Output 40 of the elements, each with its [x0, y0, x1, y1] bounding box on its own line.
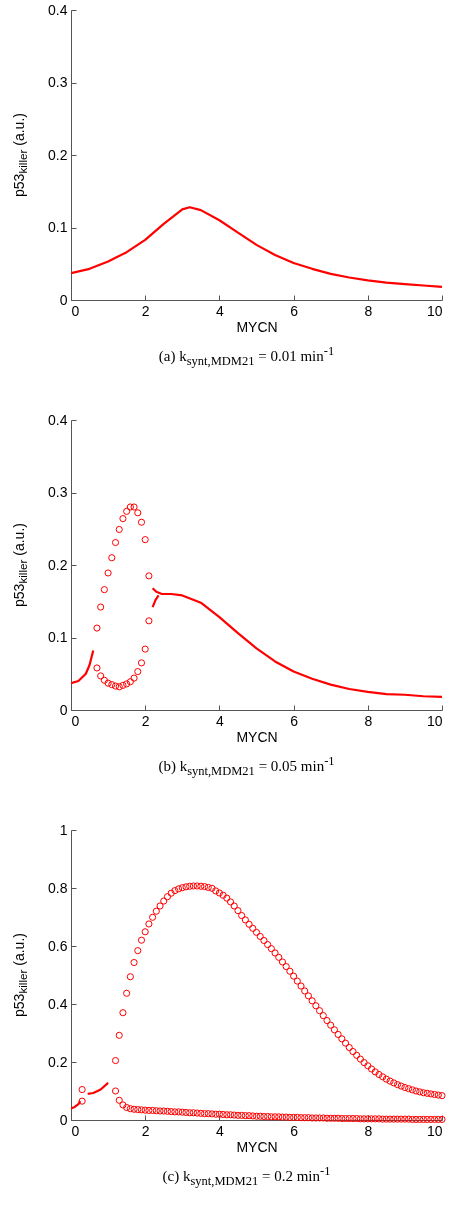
text: (c) k$_{synt,MDM21}$ = 0.2 min$^{-1}$	[161, 1164, 332, 1189]
x-tick-label: 10	[426, 302, 443, 319]
y-tick-label: 0.3	[48, 484, 68, 500]
x-tick-label: 8	[364, 712, 373, 729]
x-tick-label: 4	[216, 1122, 224, 1139]
x-tick-label: 10	[426, 1122, 443, 1139]
y-tick-label: 0.4	[48, 995, 68, 1012]
y-tick-label: 0.4	[48, 411, 68, 428]
y-tick-label: 0.6	[48, 937, 68, 954]
x-tick-label: 4	[216, 712, 224, 729]
y-tick-label: 0	[59, 701, 68, 718]
x-axis-title: MYCN	[236, 728, 278, 745]
y-tick-label: 1	[59, 821, 68, 838]
y-tick-label: 0	[59, 291, 68, 308]
x-axis-title: MYCN	[236, 1138, 278, 1155]
x-tick-label: 0	[71, 302, 80, 319]
x-tick-label: 0	[71, 712, 80, 729]
x-axis-title: MYCN	[236, 318, 278, 335]
text: (a) k$_{synt,MDM21}$ = 0.01 min$^{-1}$	[157, 344, 336, 369]
x-tick-label: 2	[141, 302, 150, 319]
y-tick-label: 0.1	[48, 629, 68, 645]
text: (b) k$_{synt,MDM21}$ = 0.05 min$^{-1}$	[157, 754, 336, 779]
y-tick-label: 0	[59, 1111, 68, 1128]
y-tick-label: 0.2	[48, 1053, 68, 1070]
x-tick-label: 6	[290, 1122, 299, 1139]
x-tick-label: 8	[364, 1122, 373, 1139]
x-tick-label: 10	[426, 712, 443, 729]
x-tick-label: 6	[290, 712, 299, 729]
x-tick-label: 4	[216, 302, 224, 319]
x-tick-label: 0	[71, 1122, 80, 1139]
x-tick-label: 8	[364, 302, 373, 319]
y-tick-label: 0.3	[48, 74, 68, 90]
x-tick-label: 2	[141, 1122, 150, 1139]
y-tick-label: 0.4	[48, 1, 68, 18]
y-tick-label: 0.2	[48, 146, 68, 163]
y-tick-label: 0.8	[48, 879, 68, 896]
y-tick-label: 0.1	[48, 219, 68, 235]
x-tick-label: 2	[141, 712, 150, 729]
y-tick-label: 0.2	[48, 556, 68, 573]
x-tick-label: 6	[290, 302, 299, 319]
